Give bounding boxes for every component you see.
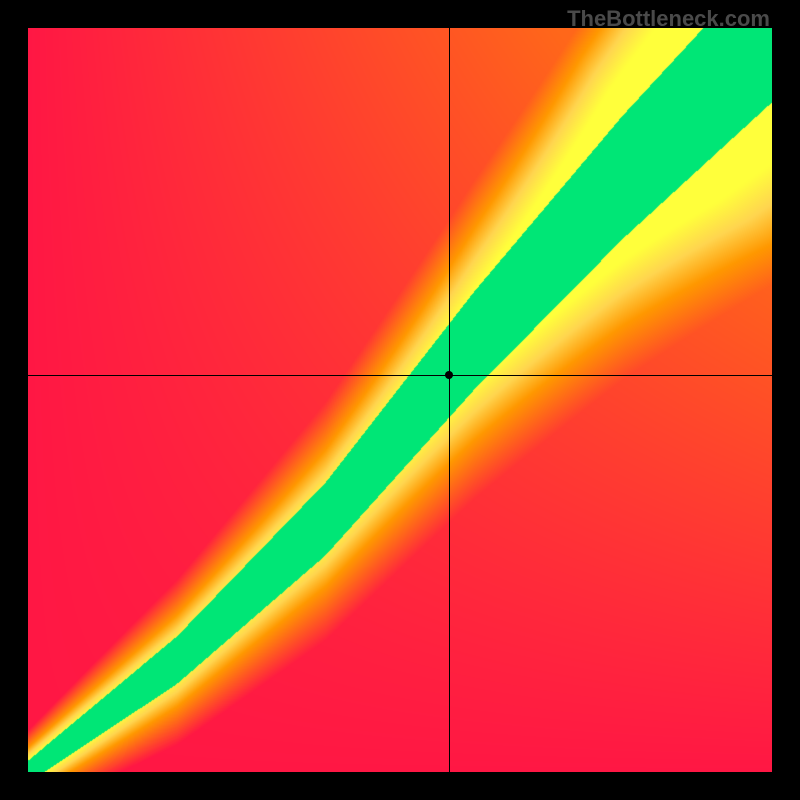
watermark-text: TheBottleneck.com xyxy=(567,6,770,32)
crosshair-horizontal xyxy=(28,375,772,376)
crosshair-vertical xyxy=(449,28,450,772)
heatmap-canvas xyxy=(28,28,772,772)
heatmap-chart xyxy=(28,28,772,772)
crosshair-dot xyxy=(445,371,453,379)
